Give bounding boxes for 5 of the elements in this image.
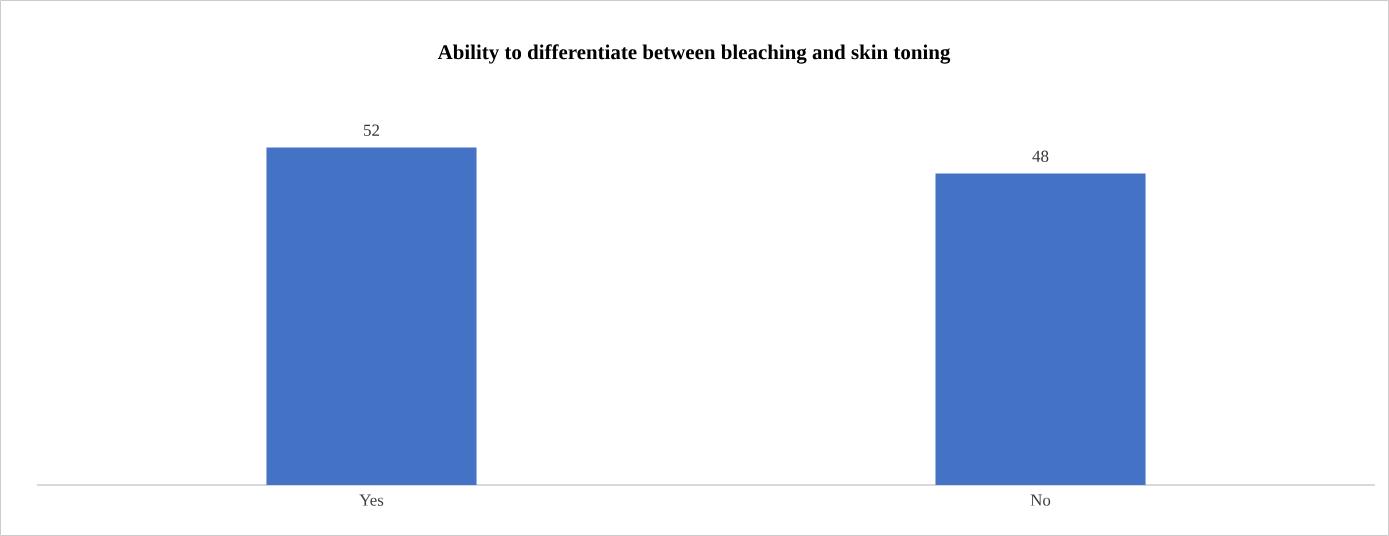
- chart-title: Ability to differentiate between bleaching and skin toning: [437, 44, 951, 64]
- data-label: 48: [1032, 150, 1049, 162]
- data-label: 52: [364, 124, 380, 136]
- x-tick-label: No: [1030, 494, 1051, 506]
- x-tick-label: Yes: [359, 494, 384, 506]
